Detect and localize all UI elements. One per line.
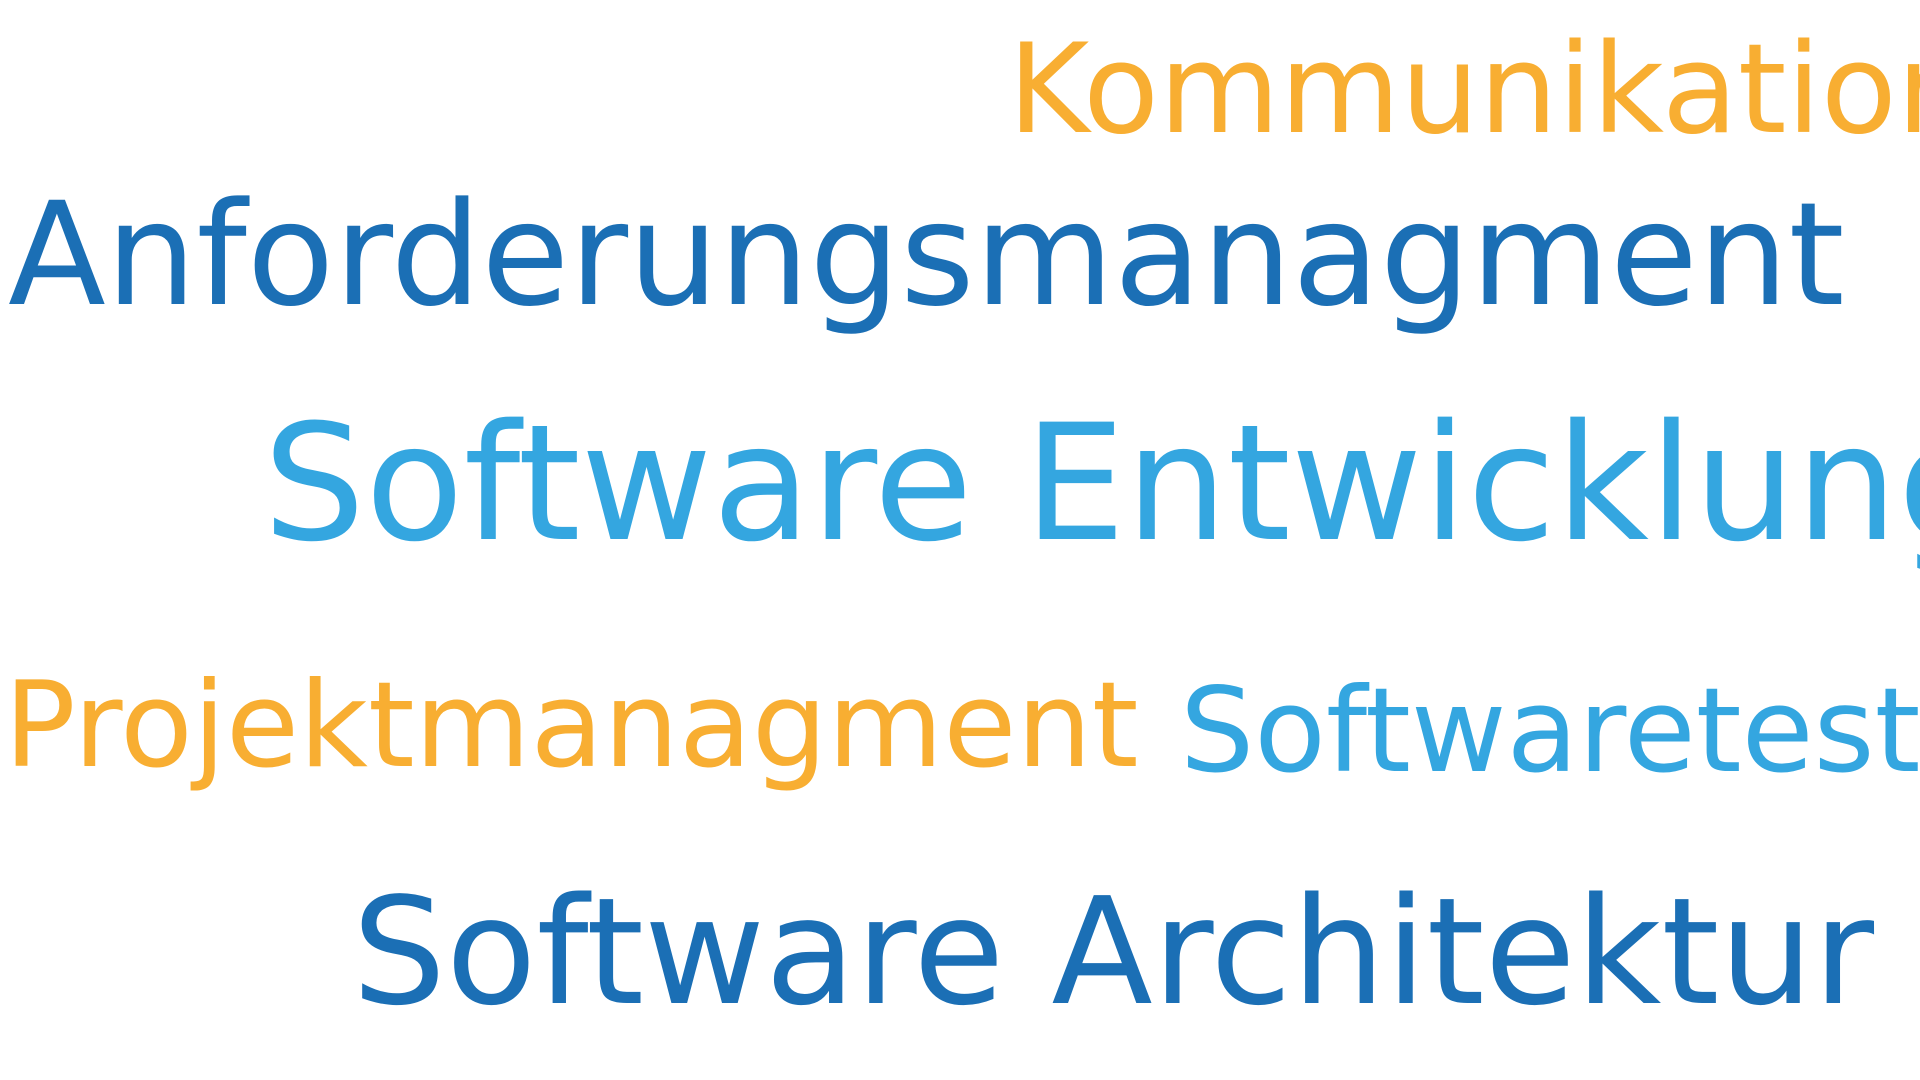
word-software-entwicklung: Software Entwicklung [263,390,1920,577]
word-software-architektur: Software Architektur [352,866,1875,1038]
word-anforderungsmanagment: Anforderungsmanagment [8,171,1845,338]
word-kommunikation: Kommunikation [1008,18,1920,162]
word-projektmanagment: Projektmanagment [4,657,1139,795]
word-softwaretest: Softwaretest [1180,662,1920,799]
